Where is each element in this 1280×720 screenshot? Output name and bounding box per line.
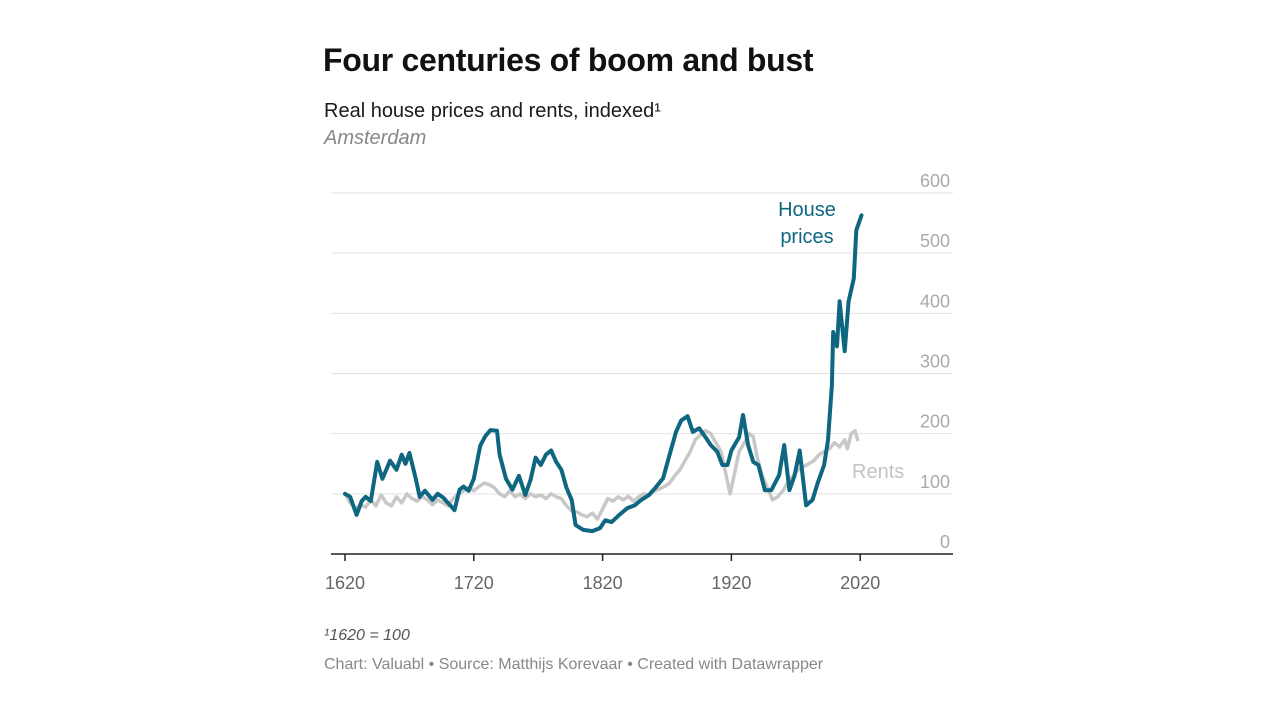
credits: Chart: Valuabl • Source: Matthijs Koreva… — [324, 656, 824, 673]
x-tick-label: 1720 — [454, 573, 494, 593]
y-tick-label: 600 — [920, 171, 950, 191]
footnote: ¹1620 = 100 — [324, 627, 410, 644]
x-axis: 1620 1720 1820 1920 2020 — [325, 553, 953, 593]
y-tick-label: 300 — [920, 352, 950, 372]
y-tick-label: 100 — [920, 472, 950, 492]
series-line-rents — [343, 428, 860, 521]
y-tick-label: 500 — [920, 231, 950, 251]
series-group — [343, 213, 864, 534]
series-labels: House prices Rents — [778, 199, 904, 483]
y-tick-label: 400 — [920, 291, 950, 311]
series-line-house-prices — [343, 213, 864, 534]
series-label-rents: Rents — [852, 461, 904, 483]
y-tick-label: 0 — [940, 532, 950, 552]
x-tick-label: 1820 — [583, 573, 623, 593]
chart-title: Four centuries of boom and bust — [323, 42, 814, 78]
x-tick-label: 1620 — [325, 573, 365, 593]
gridlines — [331, 192, 953, 495]
chart-subtitle: Real house prices and rents, indexed¹ — [324, 100, 661, 122]
x-tick-label: 1920 — [711, 573, 751, 593]
y-axis-labels: 0 100 200 300 400 500 600 — [920, 171, 950, 552]
chart-location: Amsterdam — [324, 127, 427, 149]
x-tick-label: 2020 — [840, 573, 880, 593]
series-label-house-prices: House prices — [778, 199, 836, 248]
y-tick-label: 200 — [920, 412, 950, 432]
